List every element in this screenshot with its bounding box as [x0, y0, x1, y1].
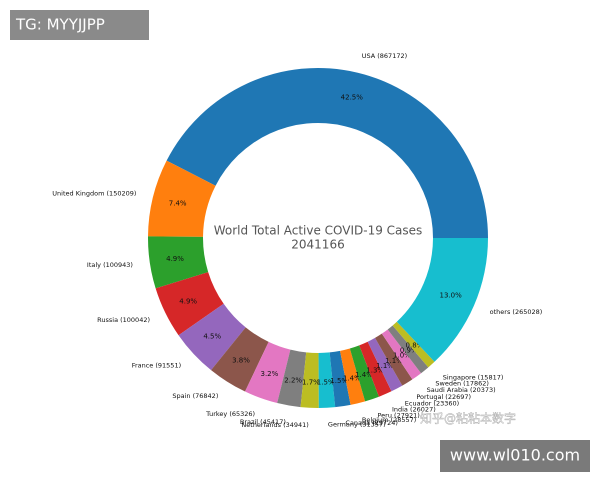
- percent-label: 1.7%: [302, 378, 320, 386]
- donut-slice: [392, 321, 435, 368]
- slice-label: Netherlands (34941): [241, 421, 308, 429]
- donut-slice: [349, 345, 379, 402]
- slice-label: Russia (100042): [97, 316, 150, 324]
- percent-label: 4.5%: [203, 332, 221, 340]
- watermark: www.wl010.com: [450, 446, 580, 465]
- slice-label: Spain (76842): [172, 392, 218, 400]
- donut-slice: [245, 341, 291, 404]
- percent-label: 42.5%: [341, 94, 364, 102]
- donut-slice: [178, 303, 246, 371]
- slice-label: Saudi Arabia (20373): [427, 386, 496, 394]
- donut-slice: [367, 337, 403, 392]
- watermark-box: [440, 440, 590, 472]
- percent-label: 4.9%: [179, 297, 197, 305]
- slice-label: Italy (100943): [87, 261, 133, 269]
- donut: 42.5% USA (867172) 7.4% United Kingdom (150…: [52, 52, 542, 429]
- donut-slice: [166, 67, 488, 238]
- slice-label: others (265028): [490, 308, 543, 316]
- donut-slice: [375, 333, 413, 386]
- percent-label: 1.1%: [376, 362, 394, 370]
- percent-label: 1.5%: [330, 377, 348, 385]
- slice-label: Turkey (65326): [205, 410, 255, 418]
- percent-label: 3.2%: [260, 370, 278, 378]
- donut-slice: [359, 341, 392, 397]
- slice-label: United Kingdom (150209): [52, 189, 136, 197]
- slice-label: Peru (27921): [377, 411, 419, 419]
- slice-label: Singapore (15817): [443, 373, 504, 381]
- percent-label: 3.8%: [232, 356, 250, 364]
- donut-slice: [318, 352, 336, 408]
- percent-label: 7.4%: [169, 200, 187, 208]
- donut-slice: [277, 349, 307, 408]
- slice-label: Sweden (17862): [435, 380, 489, 388]
- percent-label: 0.8%: [406, 342, 424, 350]
- donut-slice: [155, 272, 224, 336]
- percent-label: 1.1%: [385, 357, 403, 365]
- chart-subtitle: 2041166: [291, 238, 344, 252]
- donut-slice: [329, 350, 351, 408]
- watermark: 知乎@粘粘本数字: [420, 411, 516, 426]
- chart-title: World Total Active COVID-19 Cases: [214, 224, 423, 238]
- percent-label: 0.9%: [400, 346, 418, 354]
- percent-label: 1.5%: [317, 378, 335, 386]
- slice-label: Brazil (45417): [240, 418, 286, 426]
- donut-slice: [381, 329, 422, 380]
- watermark-box: [10, 10, 149, 40]
- slice-label: Belgium (28557): [362, 416, 416, 424]
- watermark: TG: MYYJJPP: [15, 16, 105, 34]
- slice-label: Ecuador (23360): [405, 400, 459, 408]
- slice-label: USA (867172): [362, 52, 407, 60]
- donut-slice: [147, 236, 209, 289]
- percent-label: 13.0%: [440, 291, 463, 299]
- slice-label: Germany (31357): [328, 421, 386, 429]
- slice-label: France (91551): [132, 361, 181, 369]
- percent-label: 1.0%: [393, 352, 411, 360]
- percent-label: 2.2%: [284, 376, 302, 384]
- slice-label: India (26027): [392, 406, 436, 414]
- percent-label: 4.9%: [166, 255, 184, 263]
- slice-label: Portugal (22697): [416, 393, 471, 401]
- donut-slice: [300, 352, 319, 408]
- percent-label: 1.3%: [366, 367, 384, 375]
- donut-slice: [387, 325, 429, 374]
- donut-slice: [211, 327, 269, 392]
- donut-slice: [396, 238, 488, 362]
- percent-label: 1.4%: [343, 374, 361, 382]
- donut-slice: [148, 160, 216, 237]
- percent-label: 1.4%: [355, 371, 373, 379]
- slice-label: Canada (29724): [345, 419, 398, 427]
- donut-slice: [340, 348, 366, 405]
